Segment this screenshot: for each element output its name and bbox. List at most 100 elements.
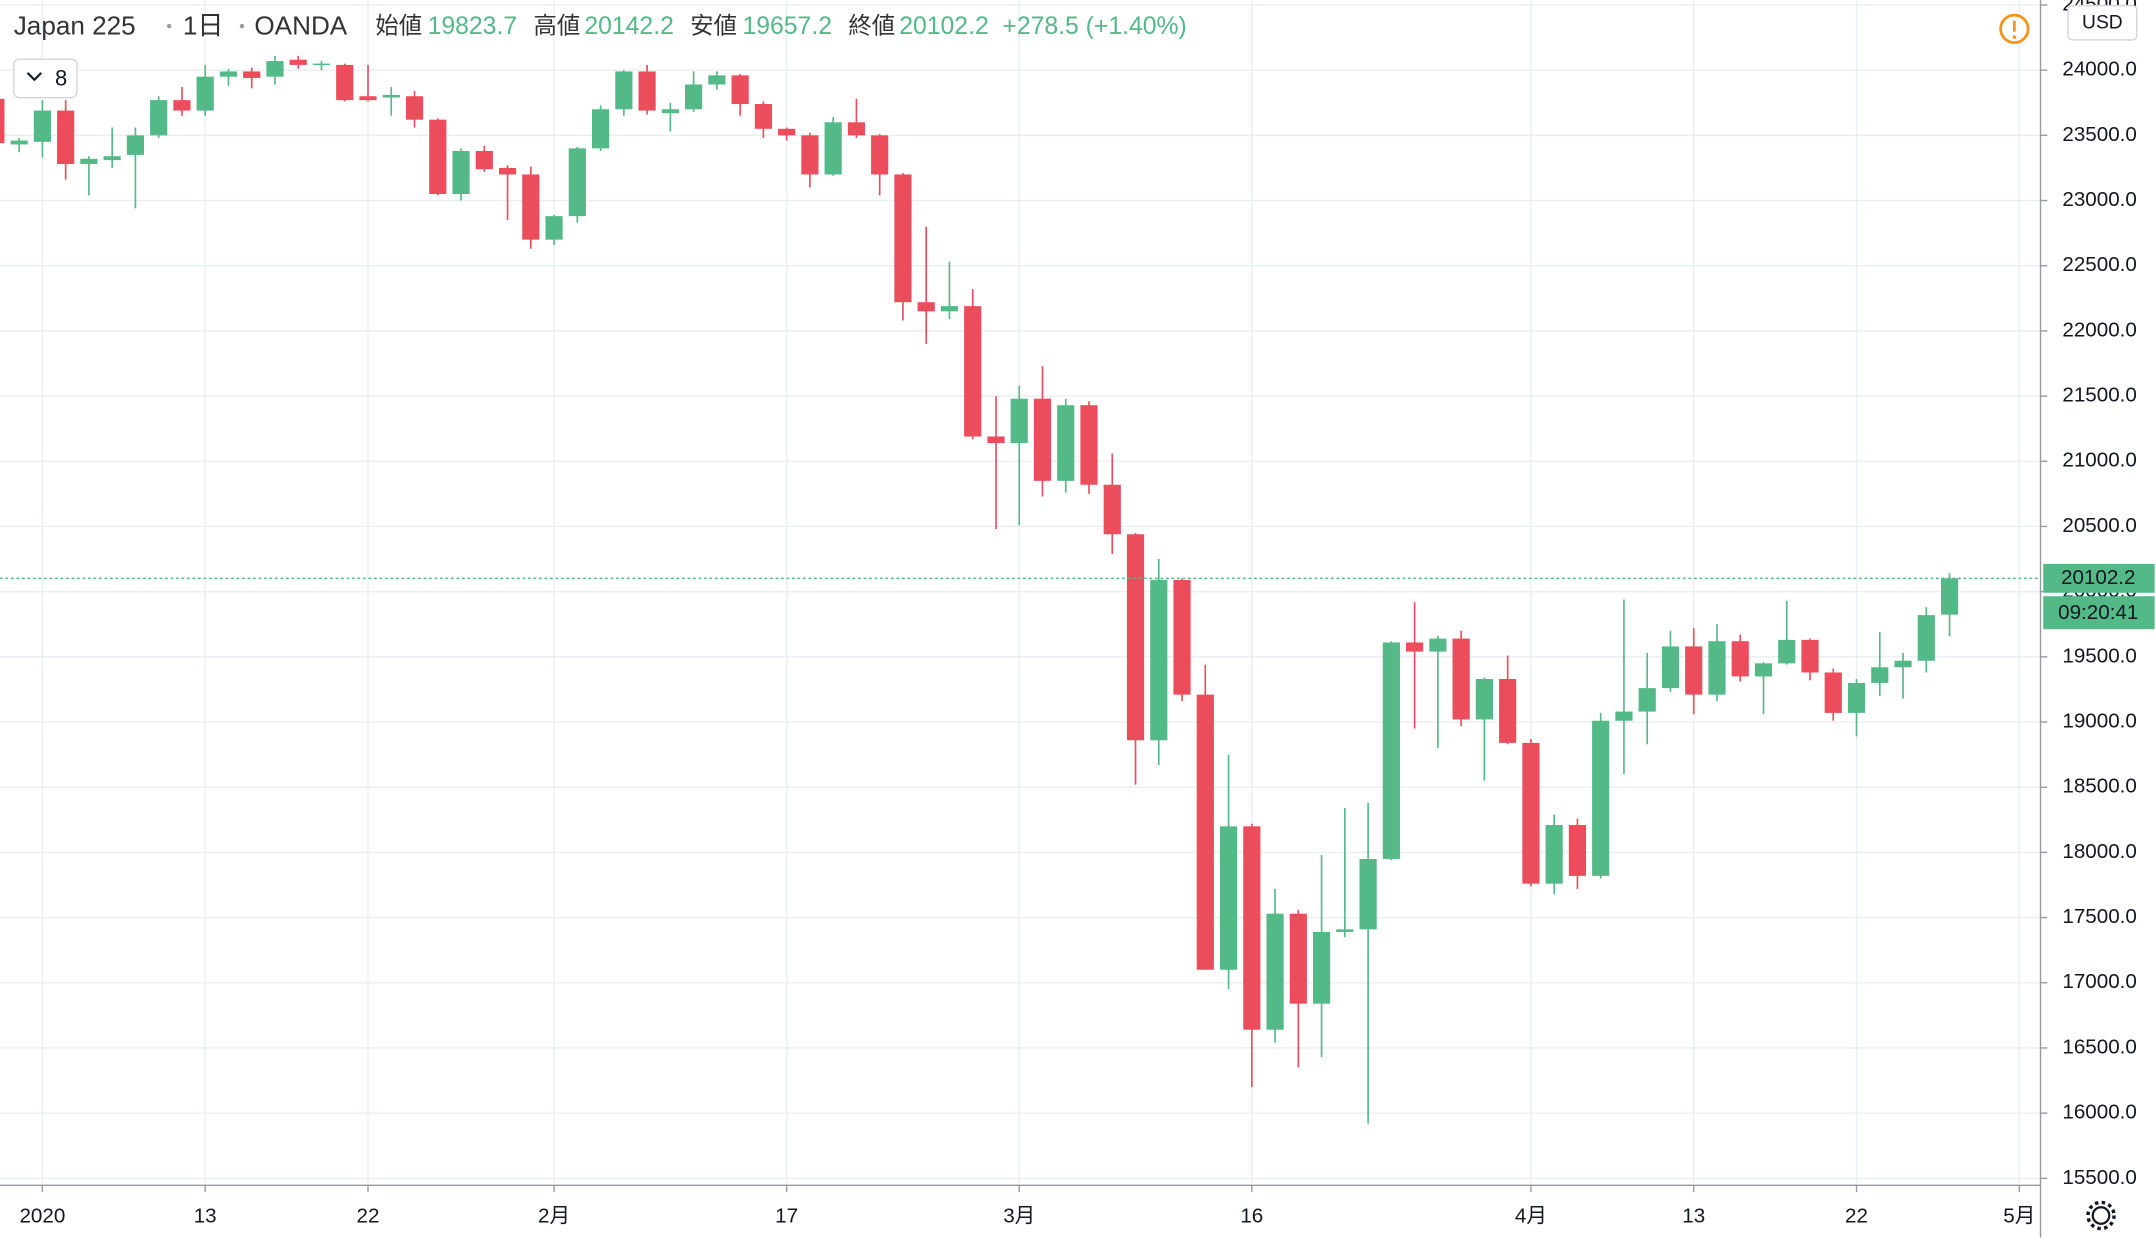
- candle-body: [1033, 398, 1052, 481]
- candle-body: [1685, 646, 1703, 695]
- candle-body: [289, 59, 307, 65]
- candle-body: [1312, 931, 1331, 1004]
- y-tick-label: 22000.0: [2062, 318, 2137, 341]
- candle-body: [0, 98, 5, 144]
- y-tick-label: 18000.0: [2062, 840, 2137, 863]
- candle-body: [522, 174, 540, 240]
- y-tick-label: 21500.0: [2062, 384, 2137, 407]
- x-tick-label: 3月: [1003, 1204, 1035, 1227]
- candle-body: [1568, 825, 1587, 876]
- candle-body: [661, 109, 679, 114]
- candle-body: [1103, 484, 1121, 535]
- candle-body: [336, 64, 354, 101]
- candle-body: [1592, 720, 1610, 876]
- high-label: 高値: [534, 13, 581, 39]
- currency: USD: [2082, 12, 2123, 33]
- close-label: 終値: [848, 13, 895, 39]
- x-tick-label: 4月: [1515, 1204, 1547, 1227]
- candle-body: [1499, 679, 1517, 743]
- candle-body: [591, 109, 610, 149]
- candle-body: [359, 96, 377, 101]
- x-tick-label: 13: [1682, 1204, 1705, 1227]
- candle-body: [824, 122, 842, 175]
- y-tick-label: 20500.0: [2062, 514, 2137, 537]
- candle-body: [685, 84, 703, 110]
- candle-body: [382, 94, 400, 98]
- chevron: [26, 72, 43, 82]
- candle-body: [1545, 825, 1563, 884]
- warning-icon[interactable]: [1999, 13, 2030, 45]
- gear-teeth: [2086, 1200, 2116, 1231]
- currency-box[interactable]: [2067, 4, 2138, 41]
- candle-body: [801, 135, 819, 175]
- indicator-count: 8: [55, 66, 67, 91]
- candle-body: [126, 135, 145, 155]
- candle-body: [1847, 682, 1866, 713]
- countdown: 09:20:41: [2058, 601, 2138, 624]
- candle-body: [1824, 672, 1842, 713]
- candle-body: [754, 104, 772, 129]
- candle-body: [731, 75, 749, 105]
- candle-body: [33, 110, 51, 142]
- x-tick-label: 5月: [2003, 1204, 2035, 1227]
- candle-body: [847, 122, 866, 136]
- last-price-label: 20102.2: [2061, 566, 2136, 589]
- candle-body: [80, 158, 98, 165]
- candle-body: [1126, 534, 1145, 741]
- price-axis: 15500.0 16000.0 16500.0 17000.0 17500.0 18000…: [2040, 0, 2137, 1189]
- candle-body: [1661, 646, 1680, 689]
- candle-body: [57, 110, 75, 165]
- y-tick-label: 19000.0: [2062, 709, 2137, 732]
- candle-body: [429, 119, 447, 195]
- candle-body: [1778, 639, 1796, 664]
- candle-body: [1801, 639, 1819, 673]
- candle-body: [1266, 913, 1284, 1030]
- x-tick-label: 16: [1240, 1204, 1263, 1227]
- y-tick-label: 17500.0: [2062, 905, 2137, 928]
- candle-body: [1057, 405, 1075, 481]
- candle-body: [312, 63, 331, 66]
- candle-body: [1894, 660, 1912, 668]
- candle-body: [1731, 641, 1749, 677]
- indicators-toggle[interactable]: 8: [13, 58, 78, 99]
- y-tick-label: 17000.0: [2062, 970, 2137, 993]
- grid: [0, 0, 2041, 1186]
- candle-body: [1871, 667, 1889, 683]
- y-tick-label: 23000.0: [2062, 188, 2137, 211]
- candle-body: [266, 61, 284, 77]
- button-frame: [13, 58, 78, 99]
- y-tick-label: 15500.0: [2062, 1166, 2137, 1189]
- y-tick-label: 19500.0: [2062, 644, 2137, 667]
- candle-body: [219, 71, 238, 77]
- candle-body: [1708, 641, 1726, 695]
- x-tick-label: 13: [194, 1204, 217, 1227]
- last-price-box: [2043, 563, 2155, 593]
- candle-body: [452, 150, 470, 195]
- candle-body: [894, 174, 912, 303]
- source: OANDA: [254, 10, 347, 40]
- plot-area: [0, 55, 2041, 1124]
- candle-body: [1382, 642, 1400, 859]
- candle-body: [615, 71, 633, 110]
- high-value: 20142.2: [584, 13, 673, 40]
- candle-body: [1080, 405, 1098, 485]
- settings-icon[interactable]: [2086, 1200, 2116, 1231]
- open-value: 19823.7: [428, 13, 517, 40]
- candle-body: [778, 128, 796, 136]
- y-tick-label: 24000.0: [2062, 58, 2137, 81]
- candle-body: [1429, 638, 1447, 652]
- candle-body: [940, 306, 959, 312]
- x-tick-label: 22: [357, 1204, 380, 1227]
- candle-body: [475, 150, 493, 170]
- time-axis: 2020 13 22 2月 17 3月 16 4月 13 22 5月: [19, 1185, 2035, 1227]
- candle-body: [1754, 663, 1773, 677]
- candle-body: [1615, 711, 1633, 721]
- candle-body: [1150, 579, 1168, 741]
- candle-body: [103, 156, 121, 161]
- candle-body: [1522, 742, 1540, 884]
- low-label: 安値: [690, 13, 737, 39]
- low-value: 19657.2: [743, 13, 832, 40]
- candle-body: [964, 306, 982, 437]
- open-label: 始値: [375, 13, 422, 39]
- candle-body: [1359, 858, 1377, 930]
